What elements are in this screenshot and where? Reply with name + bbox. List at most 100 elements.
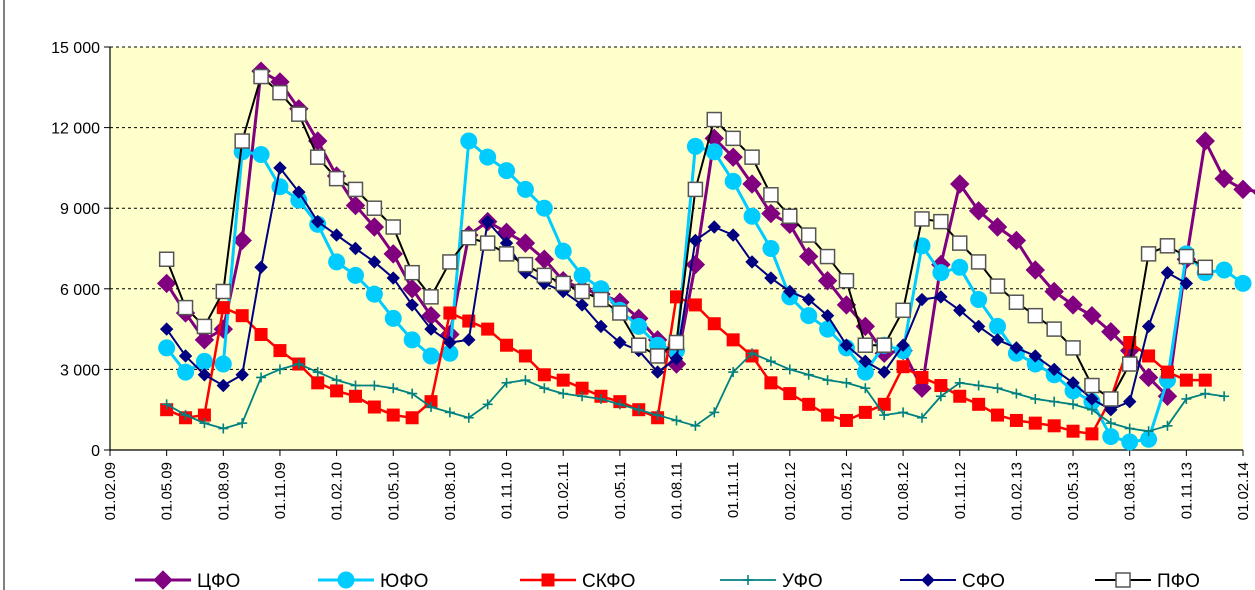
data-point [742, 174, 762, 194]
data-point [1066, 376, 1080, 390]
data-point [232, 230, 252, 251]
data-point [668, 334, 685, 351]
data-point [669, 351, 684, 366]
data-point [1028, 349, 1042, 363]
data-point [311, 214, 325, 229]
data-point [821, 408, 835, 422]
data-point [856, 363, 874, 381]
data-point [460, 132, 478, 150]
data-point [178, 349, 193, 363]
legend-label: ЮФО [380, 571, 428, 590]
data-point [290, 191, 308, 209]
data-point [594, 319, 608, 334]
data-point [800, 227, 817, 243]
data-point [839, 413, 853, 427]
data-point [364, 217, 385, 237]
x-tick-label: 01.08.09 [215, 462, 232, 520]
data-point [422, 347, 440, 365]
data-point [1085, 392, 1099, 406]
data-point [346, 266, 364, 284]
data-point [970, 291, 988, 309]
data-point [386, 408, 400, 422]
legend-item: ЦФО [135, 570, 240, 590]
data-point [951, 258, 969, 276]
data-point [347, 181, 364, 198]
data-point [253, 68, 269, 85]
data-point [537, 368, 551, 382]
data-point [782, 208, 798, 225]
x-tick-label: 01.02.09 [102, 462, 119, 520]
data-point [480, 214, 495, 229]
data-point [1160, 365, 1174, 379]
legend: ЦФО ЮФО СКФО УФО СФО ПФО [135, 570, 1200, 590]
legend-label: СКФО [582, 571, 635, 590]
data-point [235, 309, 249, 323]
y-tick-label: 9 000 [60, 201, 100, 218]
data-point [1215, 261, 1233, 279]
data-point [403, 331, 421, 349]
data-point [500, 338, 514, 352]
data-point [216, 301, 230, 315]
data-point [518, 349, 532, 363]
data-point [1027, 307, 1044, 324]
data-point [402, 279, 422, 299]
data-point [328, 170, 345, 187]
data-point [896, 338, 910, 352]
data-point [345, 195, 366, 216]
x-tick-label: 01.02.13 [1008, 462, 1025, 520]
data-point [541, 573, 555, 587]
x-tick-label: 01.02.11 [555, 462, 572, 519]
data-point [630, 317, 648, 335]
y-tick-label: 15 000 [51, 40, 100, 57]
data-point [990, 333, 1005, 347]
data-point [688, 298, 702, 312]
legend-item: СКФО [520, 571, 635, 590]
x-tick-label: 01.08.12 [895, 462, 912, 520]
data-point [688, 233, 703, 248]
data-point [498, 246, 515, 262]
series-group [156, 61, 1255, 451]
data-point [1122, 394, 1137, 409]
data-point [686, 137, 704, 155]
data-point [1025, 260, 1045, 280]
legend-label: СФО [962, 571, 1005, 590]
data-point [234, 133, 250, 149]
data-point [1198, 373, 1212, 387]
data-point [950, 174, 970, 194]
legend-label: УФО [782, 571, 823, 590]
data-point [593, 291, 609, 308]
data-point [555, 275, 571, 292]
data-point [1082, 305, 1102, 326]
legend-label: ЦФО [197, 571, 240, 590]
data-point [292, 185, 306, 199]
data-point [1121, 356, 1138, 372]
data-point [613, 335, 627, 350]
data-point [1102, 428, 1120, 446]
x-tick-label: 01.08.11 [669, 462, 686, 519]
data-point [443, 306, 457, 320]
data-point [989, 278, 1006, 294]
data-point [1214, 168, 1234, 189]
data-point [858, 354, 873, 369]
data-point [876, 337, 892, 353]
series-6 [158, 68, 1213, 407]
data-point [216, 378, 231, 393]
data-point [194, 330, 215, 350]
data-point [1065, 340, 1081, 356]
data-point [819, 320, 837, 338]
data-point [254, 327, 268, 341]
data-point [515, 233, 536, 253]
data-point [953, 389, 967, 403]
data-point [554, 242, 572, 260]
data-point [1252, 189, 1255, 195]
data-point [726, 333, 740, 347]
data-point [762, 240, 780, 257]
data-point [972, 397, 986, 411]
data-point [952, 235, 968, 251]
data-point [367, 400, 381, 414]
data-point [385, 219, 401, 235]
data-point [575, 298, 589, 312]
data-point [764, 271, 778, 285]
data-point [423, 289, 439, 305]
